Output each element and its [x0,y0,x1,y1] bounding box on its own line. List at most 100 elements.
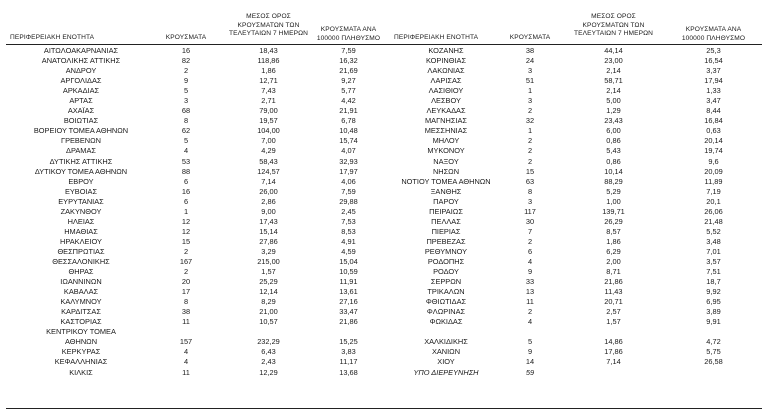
left-avg7-cell: 26,00 [259,186,278,196]
right-region-cell: ΥΠΟ ΔΙΕΡΕΥΝΗΣΗ [413,367,479,377]
right-region-cell: ΜΥΚΟΝΟΥ [427,146,465,156]
left-avg7-cell: 25,29 [259,277,278,287]
right-avg7-cell: 2,00 [606,256,621,266]
right-avg7-cell: 14,86 [604,337,623,347]
left-region-cell: ΘΕΣΠΡΩΤΙΑΣ [57,246,105,256]
table-row: ΚΕΦΑΛΛΗΝΙΑΣ 4 2,43 11,17 ΧΙΟΥ 14 7,14 26,58 [6,357,762,367]
left-cases-cell: 12 [181,226,191,236]
right-region-cell: ΦΛΩΡΙΝΑΣ [426,307,466,317]
table-row: ΗΡΑΚΛΕΙΟΥ 15 27,86 4,91 ΠΡΕΒΕΖΑΣ 2 1,86 3,48 [6,237,762,247]
table-row: ΑΡΓΟΛΙΔΑΣ 9 12,71 9,27 ΛΑΡΙΣΑΣ 51 58,71 17,94 [6,76,762,86]
left-per100k-cell: 10,48 [339,126,358,136]
right-per100k-cell: 21,48 [704,216,723,226]
right-avg7-cell: 1,86 [606,236,621,246]
right-per100k-cell: 20,09 [704,166,723,176]
right-avg7-cell: 1,29 [606,106,621,116]
left-region-cell: ΚΑΡΔΙΤΣΑΣ [61,307,101,317]
left-avg7-cell: 19,57 [259,116,278,126]
header-cases-left: ΚΡΟΥΣΜΑΤΑ [165,34,207,41]
right-per100k-cell: 7,51 [706,267,721,277]
right-cases-cell: 63 [525,176,535,186]
right-cases-cell: 2 [527,146,533,156]
table-row: ΚΑΒΑΛΑΣ 17 12,14 13,61 ΤΡΙΚΑΛΩΝ 13 11,43 9,92 [6,287,762,297]
left-per100k-cell: 11,17 [339,357,358,367]
left-region-cell: ΔΡΑΜΑΣ [66,146,96,156]
left-region-cell: ΚΕΡΚΥΡΑΣ [61,347,101,357]
left-per100k-cell: 33,47 [339,307,358,317]
left-per100k-cell: 15,25 [339,337,358,347]
left-avg7-cell: 104,00 [257,126,280,136]
right-region-cell: ΛΑΡΙΣΑΣ [430,76,462,86]
right-avg7-cell: 23,00 [604,56,623,66]
left-cases-cell: 11 [182,367,190,377]
left-region-cell: ΗΡΑΚΛΕΙΟΥ [60,236,102,246]
left-cases-cell: 157 [179,337,193,347]
left-cases-cell: 16 [181,186,191,196]
table-row: ΑΧΑΪΑΣ 68 79,00 21,91 ΛΕΥΚΑΔΑΣ 2 1,29 8,44 [6,106,762,116]
left-region-cell: ΒΟΙΩΤΙΑΣ [63,116,99,126]
left-region-cell: ΔΥΤΙΚΗΣ ΑΤΤΙΚΗΣ [49,156,113,166]
left-avg7-cell: 124,57 [257,166,280,176]
right-per100k-cell: 7,01 [706,246,721,256]
left-cases-cell: 62 [181,126,191,136]
right-avg7-cell: 1,00 [606,196,621,206]
table-row: ΔΥΤΙΚΗΣ ΑΤΤΙΚΗΣ 53 58,43 32,93 ΝΑΞΟΥ 2 0,86 9,6 [6,157,762,167]
left-cases-cell: 4 [183,357,189,367]
left-cases-cell: 4 [183,347,189,357]
right-avg7-cell: 6,00 [606,126,621,136]
right-region-cell: ΧΙΟΥ [437,357,455,367]
left-cases-cell: 12 [181,216,191,226]
left-region-cell: ΘΗΡΑΣ [68,267,94,277]
left-cases-cell: 2 [183,267,189,277]
right-cases-cell: 8 [527,186,533,196]
left-avg7-cell: 8,29 [261,297,276,307]
left-avg7-cell: 1,57 [261,267,276,277]
right-region-cell: ΠΕΛΛΑΣ [431,216,461,226]
left-per100k-cell: 4,59 [341,246,356,256]
left-per100k-cell: 11,91 [339,277,358,287]
right-region-cell: ΚΟΡΙΝΘΙΑΣ [425,56,467,66]
right-avg7-cell: 44,14 [604,46,623,55]
left-region-cell: ΑΝΑΤΟΛΙΚΗΣ ΑΤΤΙΚΗΣ [41,56,121,66]
left-region-cell: ΗΜΑΘΙΑΣ [64,226,98,236]
right-cases-cell: 2 [527,236,533,246]
left-avg7-cell: 79,00 [259,106,278,116]
right-region-cell: ΦΩΚΙΔΑΣ [429,317,463,327]
left-region-cell: ΕΥΡΥΤΑΝΙΑΣ [58,196,104,206]
table-row: ΘΗΡΑΣ 2 1,57 10,59 ΡΟΔΟΥ 9 8,71 7,51 [6,267,762,277]
left-cases-cell: 68 [181,106,191,116]
right-region-cell: ΝΑΞΟΥ [433,156,459,166]
right-region-cell: ΠΙΕΡΙΑΣ [431,226,461,236]
left-per100k-cell: 13,68 [339,367,358,377]
left-cases-cell: 167 [179,256,193,266]
left-per100k-cell: 7,59 [341,186,356,196]
right-avg7-cell: 26,29 [604,216,623,226]
left-cases-cell: 17 [181,287,191,297]
left-region-cell: ΑΡΚΑΔΙΑΣ [62,86,100,96]
right-cases-cell: 59 [525,367,535,377]
right-avg7-cell: 8,57 [606,226,621,236]
right-cases-cell: 51 [525,76,535,86]
left-region-cell: ΑΘΗΝΩΝ [64,337,98,347]
left-cases-cell: 1 [183,206,189,216]
left-avg7-cell: 18,43 [259,46,278,55]
table-row: ΚΑΡΔΙΤΣΑΣ 38 21,00 33,47 ΦΛΩΡΙΝΑΣ 2 2,57 3,89 [6,307,762,317]
left-per100k-cell: 9,27 [341,76,356,86]
left-cases-cell: 6 [183,196,189,206]
right-per100k-cell: 26,58 [704,357,723,367]
left-region-cell: ΙΩΑΝΝΙΝΩΝ [60,277,102,287]
left-per100k-cell: 29,88 [339,196,358,206]
left-region-cell: ΘΕΣΣΑΛΟΝΙΚΗΣ [52,256,110,266]
right-avg7-cell: 0,86 [606,156,621,166]
left-avg7-cell: 1,86 [261,66,276,76]
right-cases-cell: 3 [527,196,533,206]
right-region-cell: ΛΕΣΒΟΥ [431,96,461,106]
right-per100k-cell: 3,47 [706,96,721,106]
right-cases-cell: 2 [527,136,533,146]
left-avg7-cell: 2,86 [261,196,276,206]
left-cases-cell: 11 [182,317,190,327]
left-cases-cell: 8 [183,116,189,126]
left-region-cell: ΒΟΡΕΙΟΥ ΤΟΜΕΑ ΑΘΗΝΩΝ [33,126,129,136]
left-per100k-cell: 2,45 [341,206,356,216]
left-avg7-cell: 15,14 [259,226,278,236]
